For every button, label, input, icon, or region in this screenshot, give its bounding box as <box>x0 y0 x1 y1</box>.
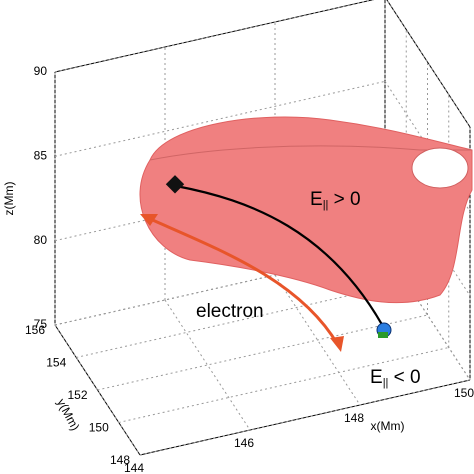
y-tick-label: 154 <box>46 356 66 370</box>
grid-line <box>164 299 251 431</box>
surface <box>139 116 473 304</box>
z-tick-label: 80 <box>34 233 48 247</box>
x-tick-label: 150 <box>454 386 474 400</box>
surface-hole <box>411 147 469 189</box>
z-tick-label: 85 <box>34 149 48 163</box>
grid-line <box>54 80 386 157</box>
x-tick-label: 144 <box>124 461 144 474</box>
arrow-head <box>330 336 344 352</box>
grid-line <box>139 379 471 456</box>
z-tick-label: 75 <box>34 317 48 331</box>
grid-line <box>54 324 141 456</box>
y-tick-label: 148 <box>110 453 130 467</box>
annotation: electron <box>196 301 264 322</box>
trajectory <box>175 184 386 331</box>
grid-line <box>274 274 361 406</box>
electron-arrow <box>147 216 340 346</box>
arrow-head <box>140 214 158 226</box>
z-tick-label: 90 <box>34 64 48 78</box>
grid-line <box>118 347 449 423</box>
grid-line <box>54 165 386 242</box>
x-axis-label: x(Mm) <box>371 419 405 433</box>
grid-line <box>76 282 407 358</box>
annotation: E|| < 0 <box>370 367 421 389</box>
y-tick-label: 150 <box>89 421 109 435</box>
grid-line <box>97 314 428 391</box>
surface-edge <box>149 145 472 161</box>
z-axis-label: z(Mm) <box>2 182 16 216</box>
x-tick-label: 146 <box>234 436 254 450</box>
grid-line <box>386 0 471 128</box>
y-tick-label: 152 <box>67 388 87 402</box>
start-marker <box>165 175 185 194</box>
y-tick-label: 156 <box>25 323 45 337</box>
annotation: E|| > 0 <box>310 189 361 211</box>
grid-line <box>54 249 386 326</box>
x-tick-label: 148 <box>344 411 364 425</box>
grid-line <box>384 81 471 212</box>
end-marker-base <box>378 332 388 338</box>
grid-line <box>54 0 375 73</box>
